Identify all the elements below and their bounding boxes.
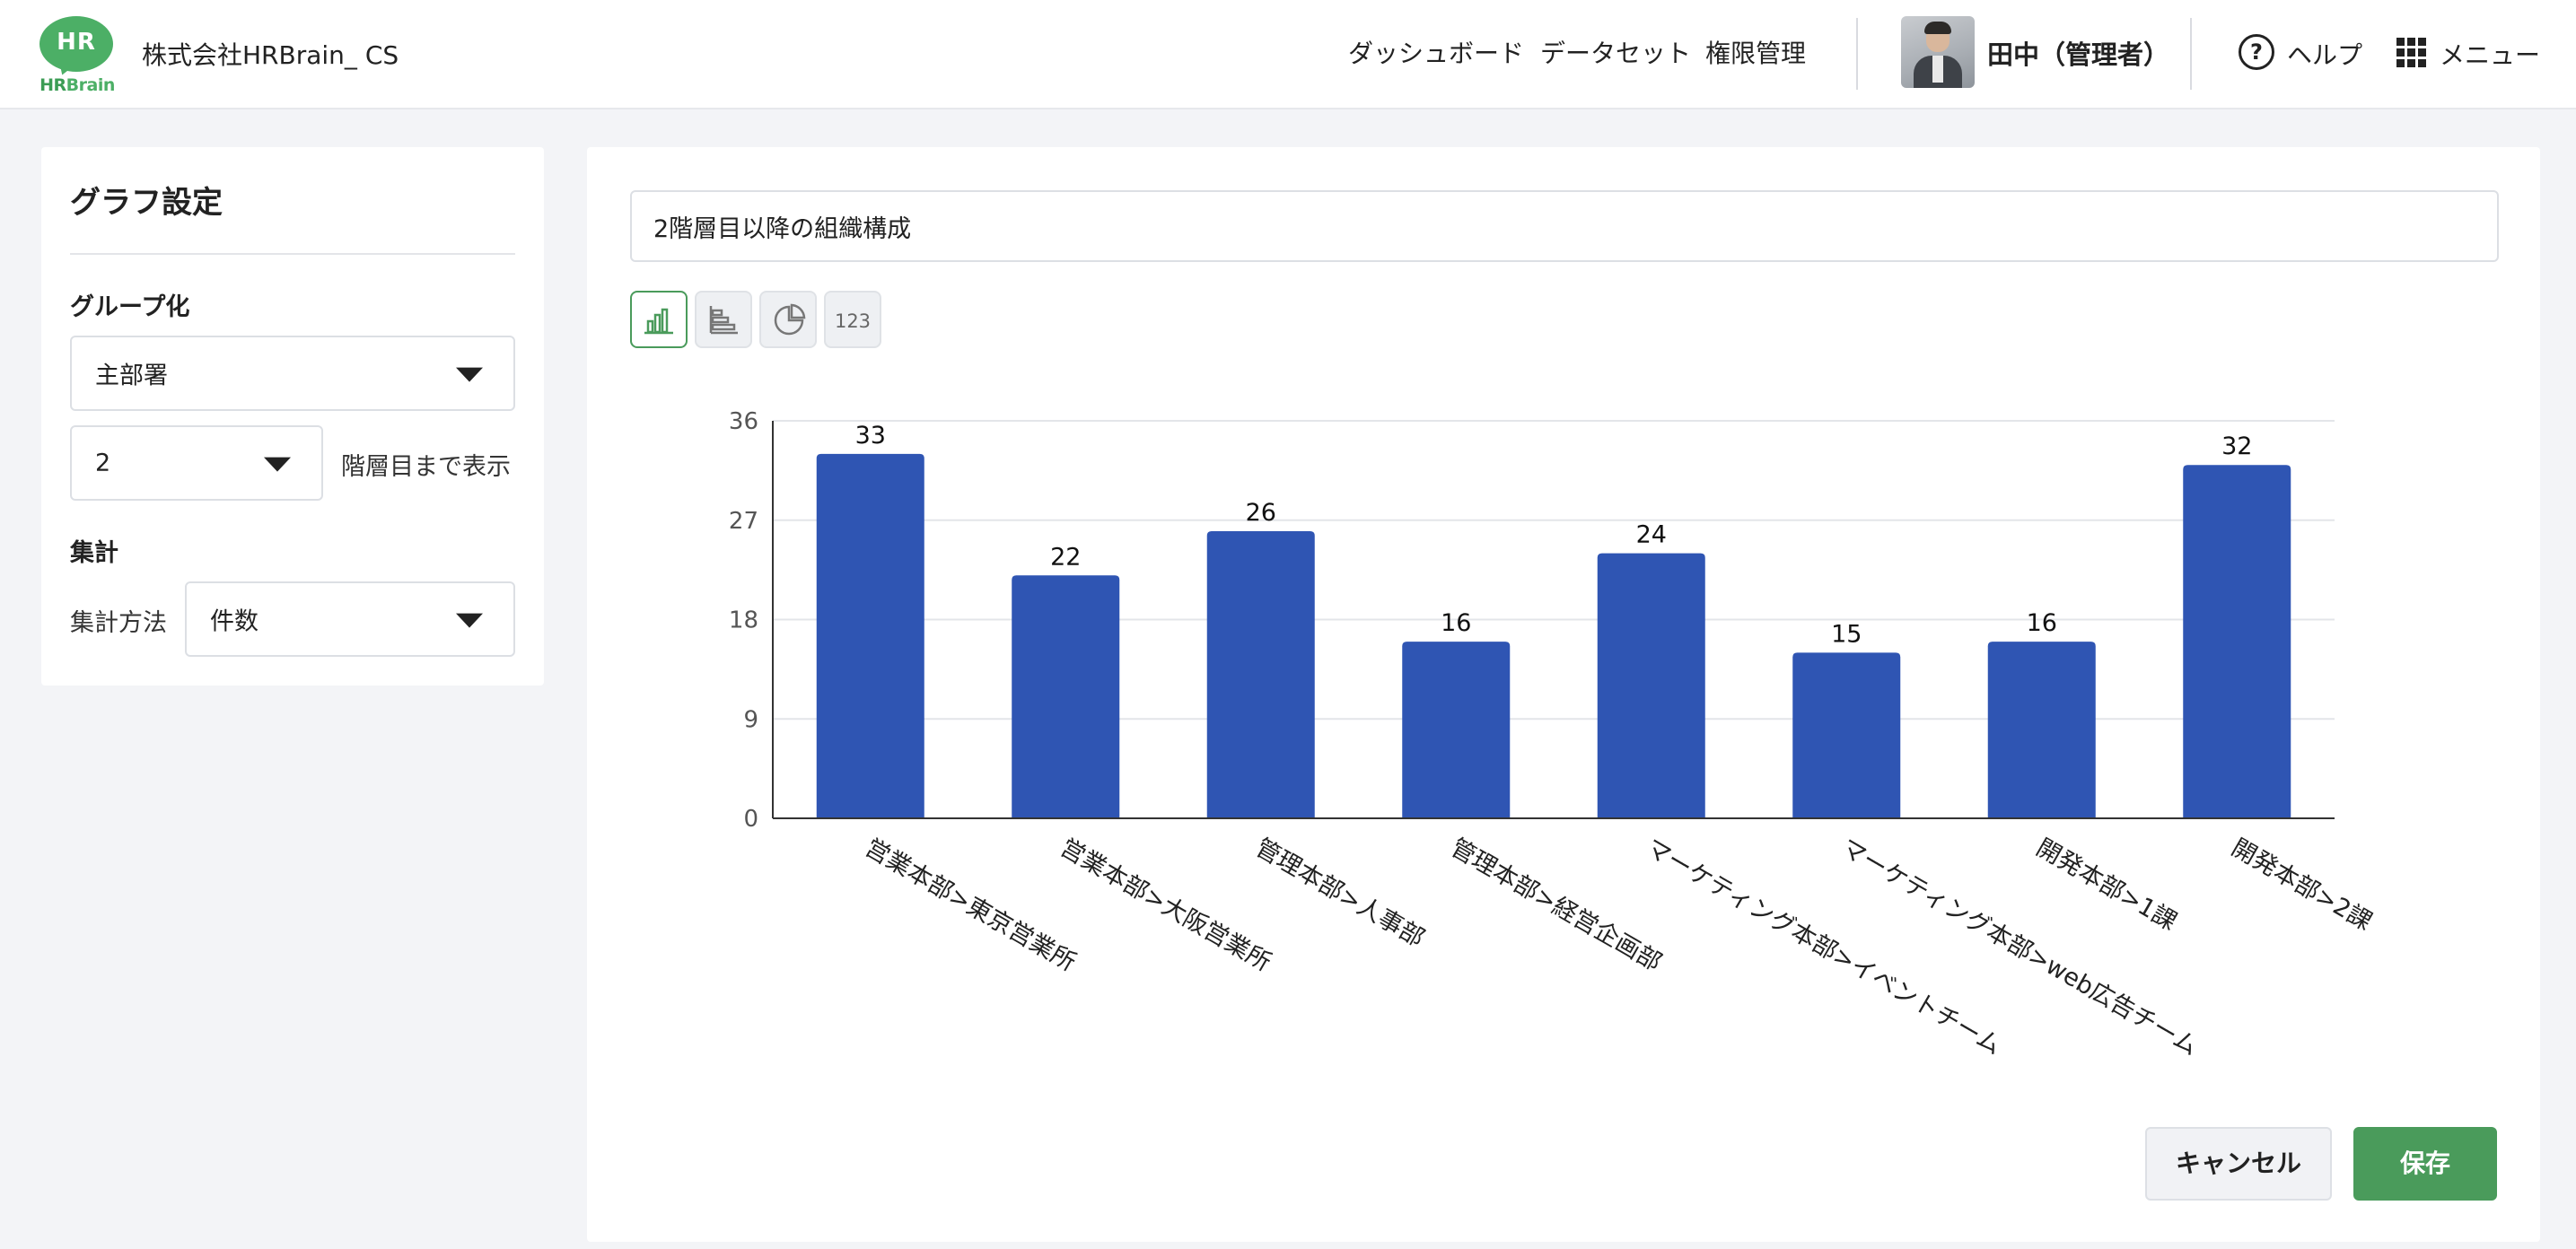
data-label: 16 <box>2027 609 2057 637</box>
cancel-button[interactable]: キャンセル <box>2145 1127 2332 1201</box>
help-link[interactable]: ヘルプ <box>2287 40 2363 70</box>
data-label: 24 <box>1636 521 1667 549</box>
pie-chart-icon <box>774 303 806 336</box>
y-tick-label: 36 <box>729 408 758 435</box>
bar <box>1597 553 1705 818</box>
header-divider <box>2190 18 2192 90</box>
grouping-select[interactable]: 主部署 <box>70 336 515 411</box>
data-label: 22 <box>1050 543 1081 571</box>
bar <box>1987 642 2096 818</box>
grouping-label: グループ化 <box>70 293 190 321</box>
logo-brand-text: HRBrain <box>39 75 115 95</box>
settings-title: グラフ設定 <box>70 185 223 221</box>
y-tick-label: 0 <box>743 806 758 833</box>
bar <box>816 453 924 818</box>
aggregation-label: 集計 <box>70 539 118 567</box>
data-label: 32 <box>2221 432 2252 460</box>
chart-card: 123 0 9 18 27 36 33 営業本部>東京営業所 22 営業本部>大阪営業所 26 管理… <box>587 147 2540 1242</box>
caret-down-icon <box>264 457 291 472</box>
logo-brand-prefix: HR <box>39 75 66 95</box>
x-tick-label: マーケティング本部>web広告チーム <box>1836 834 2203 1061</box>
x-tick-label: マーケティング本部>イベントチーム <box>1641 834 2006 1061</box>
vertical-bar-chart-icon <box>644 308 673 335</box>
company-name: 株式会社HRBrain_ CS <box>142 40 399 70</box>
bar <box>2183 465 2291 818</box>
help-icon[interactable]: ? <box>2239 34 2274 70</box>
x-tick-label: 開発本部>2課 <box>2227 834 2377 936</box>
logo-bubble <box>39 16 113 72</box>
y-tick-label: 27 <box>729 508 758 535</box>
x-tick-label: 開発本部>1課 <box>2031 834 2181 936</box>
app-header: HR HRBrain 株式会社HRBrain_ CS ダッシュボード データセッ… <box>0 0 2576 109</box>
method-value: 件数 <box>210 607 258 636</box>
bar <box>1402 642 1511 818</box>
bar <box>1012 575 1120 818</box>
bar <box>1206 531 1315 818</box>
horizontal-bar-chart-icon <box>709 306 738 335</box>
user-name[interactable]: 田中（管理者） <box>1987 39 2170 70</box>
y-tick-label: 18 <box>729 607 758 634</box>
grid-menu-icon[interactable] <box>2396 38 2427 68</box>
vertical-bar-chart-button[interactable] <box>630 291 688 348</box>
graph-settings-panel: グラフ設定 グループ化 主部署 2 階層目まで表示 集計 集計方法 件数 <box>41 147 544 686</box>
caret-down-icon <box>456 613 483 628</box>
nav-dashboard[interactable]: ダッシュボード <box>1348 39 1525 68</box>
nav-permissions[interactable]: 権限管理 <box>1705 39 1807 68</box>
bar <box>1792 652 1901 818</box>
data-label: 16 <box>1441 609 1471 637</box>
level-suffix-label: 階層目まで表示 <box>341 453 511 481</box>
horizontal-bar-chart-button[interactable] <box>695 291 752 348</box>
avatar[interactable] <box>1901 16 1975 88</box>
data-label: 26 <box>1246 499 1276 527</box>
caret-down-icon <box>456 367 483 382</box>
avatar-shirt <box>1932 56 1943 83</box>
avatar-hair <box>1924 22 1951 34</box>
nav-dataset[interactable]: データセット <box>1540 39 1692 68</box>
header-divider <box>1856 18 1858 90</box>
x-tick-label: 管理本部>経営企画部 <box>1446 834 1667 977</box>
bar-chart: 0 9 18 27 36 33 営業本部>東京営業所 22 営業本部>大阪営業所 26 管理本部>人… <box>729 408 2377 1061</box>
chart-title-input[interactable] <box>630 190 2499 262</box>
hrbrain-logo[interactable]: HR HRBrain <box>39 16 115 95</box>
save-button[interactable]: 保存 <box>2353 1127 2497 1201</box>
y-tick-label: 9 <box>743 706 758 733</box>
menu-link[interactable]: メニュー <box>2440 40 2541 70</box>
grouping-value: 主部署 <box>95 362 168 390</box>
settings-divider <box>70 253 515 255</box>
method-label: 集計方法 <box>70 609 167 637</box>
x-tick-label: 管理本部>人事部 <box>1250 834 1429 953</box>
logo-brand-suffix: Brain <box>66 75 116 95</box>
data-label: 33 <box>855 422 886 450</box>
number-icon: 123 <box>834 310 872 332</box>
pie-chart-button[interactable] <box>759 291 817 348</box>
x-tick-label: 営業本部>大阪営業所 <box>1056 834 1276 977</box>
number-display-button[interactable]: 123 <box>824 291 881 348</box>
level-select[interactable]: 2 <box>70 425 323 501</box>
level-value: 2 <box>95 449 111 477</box>
method-select[interactable]: 件数 <box>185 581 515 657</box>
x-tick-label: 営業本部>東京営業所 <box>860 834 1081 977</box>
data-label: 15 <box>1831 620 1862 648</box>
logo-mark-text: HR <box>57 29 96 56</box>
